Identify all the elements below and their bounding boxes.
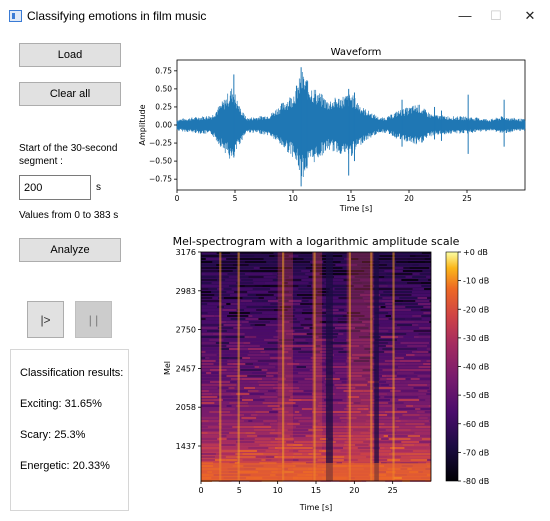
- mel-bright-region: [312, 252, 323, 481]
- waveform-y-tick-label: −0.25: [149, 139, 172, 148]
- waveform-y-tick-label: −0.50: [149, 157, 172, 166]
- waveform-x-tick-label: 25: [462, 194, 472, 203]
- maximize-button[interactable]: ☐: [490, 8, 502, 23]
- close-button[interactable]: ✕: [524, 8, 536, 23]
- unit-label: s: [96, 182, 101, 193]
- mel-onset-line: [370, 252, 373, 481]
- colorbar-tick-label: -20 dB: [463, 305, 489, 314]
- mel-x-tick-label: 25: [388, 486, 398, 495]
- analyze-button[interactable]: Analyze: [19, 238, 121, 262]
- mel-x-tick-label: 15: [311, 486, 321, 495]
- mel-onset-line: [392, 252, 395, 481]
- mel-bright-region: [346, 252, 374, 481]
- result-item-energetic: Energetic: 20.33%: [20, 460, 110, 472]
- mel-bright-region: [277, 252, 293, 481]
- waveform-x-tick-label: 0: [175, 194, 180, 203]
- waveform-ylabel: Amplitude: [138, 104, 147, 145]
- mel-ylabel: Mel: [163, 361, 172, 375]
- waveform-x-tick-label: 15: [346, 194, 356, 203]
- waveform-x-tick-label: 10: [288, 194, 298, 203]
- clear-all-button[interactable]: Clear all: [19, 82, 121, 106]
- waveform-chart: Waveform 0 5 10 15 20 25 0.75 0.50 0.25 0.00 −0.2…: [138, 47, 526, 213]
- mel-y-tick-label: 2058: [176, 403, 196, 412]
- colorbar-tick-label: -50 dB: [463, 391, 489, 400]
- mel-x-tick-label: 5: [237, 486, 242, 495]
- colorbar-tick-label: -80 dB: [463, 477, 489, 486]
- minimize-button[interactable]: —: [458, 8, 472, 23]
- colorbar-tick-label: -70 dB: [463, 448, 489, 457]
- mel-onset-line: [348, 252, 351, 481]
- waveform-y-tick-label: 0.50: [155, 84, 172, 93]
- mel-y-tick-label: 1437: [176, 442, 196, 451]
- mel-x-tick-label: 0: [198, 486, 203, 495]
- pause-button[interactable]: | |: [75, 301, 112, 338]
- mel-y-tick-label: 2983: [176, 287, 196, 296]
- mel-onset-line: [237, 252, 240, 481]
- segment-label-line1: Start of the 30-second: [19, 143, 118, 154]
- results-heading: Classification results:: [20, 367, 124, 379]
- waveform-y-tick-label: 0.75: [155, 66, 172, 75]
- mel-xlabel: Time [s]: [299, 503, 333, 512]
- waveform-xlabel: Time [s]: [339, 204, 373, 213]
- app-icon: [9, 10, 22, 22]
- load-button[interactable]: Load: [19, 43, 121, 67]
- mel-y-tick-label: 2750: [176, 326, 196, 335]
- colorbar-tick-label: -30 dB: [463, 334, 489, 343]
- mel-spectrogram-chart: Mel-spectrogram with a logarithmic ampli…: [163, 235, 489, 512]
- mel-title: Mel-spectrogram with a logarithmic ampli…: [173, 235, 460, 248]
- result-item-scary: Scary: 25.3%: [20, 429, 86, 441]
- colorbar-tick-label: -10 dB: [463, 277, 489, 286]
- waveform-y-tick-label: 0.25: [155, 102, 172, 111]
- segment-label-line2: segment :: [19, 156, 63, 167]
- mel-onset-line: [313, 252, 316, 481]
- mel-y-tick-label: 3176: [176, 248, 196, 257]
- waveform-title: Waveform: [331, 47, 382, 58]
- results-panel: Classification results: Exciting: 31.65%…: [10, 349, 129, 511]
- result-item-exciting: Exciting: 31.65%: [20, 398, 102, 410]
- mel-colorbar: [445, 251, 459, 482]
- mel-x-tick-label: 10: [273, 486, 283, 495]
- play-button[interactable]: |>: [27, 301, 64, 338]
- segment-label: Start of the 30-second segment :: [19, 142, 117, 168]
- range-hint: Values from 0 to 383 s: [19, 210, 119, 221]
- waveform-y-tick-label: 0.00: [155, 121, 172, 130]
- mel-onset-line: [219, 252, 222, 481]
- waveform-y-tick-label: −0.75: [149, 175, 172, 184]
- colorbar-tick-label: +0 dB: [463, 248, 488, 257]
- colorbar-tick-label: -60 dB: [463, 420, 489, 429]
- waveform-x-tick-label: 5: [233, 194, 238, 203]
- mel-y-tick-label: 2457: [176, 364, 196, 373]
- window-title: Classifying emotions in film music: [27, 9, 207, 23]
- mel-onset-line: [282, 252, 285, 481]
- segment-start-input[interactable]: [19, 175, 91, 200]
- colorbar-tick-label: -40 dB: [463, 363, 489, 372]
- waveform-x-tick-label: 20: [404, 194, 414, 203]
- title-bar: Classifying emotions in film music — ☐ ✕: [0, 0, 550, 32]
- mel-x-tick-label: 20: [349, 486, 359, 495]
